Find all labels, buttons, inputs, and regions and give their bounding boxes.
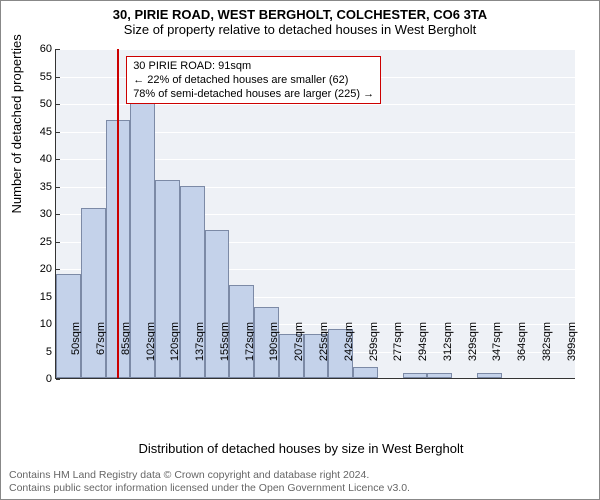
y-tick-label: 55	[26, 71, 56, 83]
annotation-line: 30 PIRIE ROAD: 91sqm	[133, 59, 374, 73]
x-tick-label: 399sqm	[566, 322, 578, 382]
y-tick-label: 25	[26, 236, 56, 248]
y-tick-label: 5	[26, 346, 56, 358]
annotation-line: ← 22% of detached houses are smaller (62…	[133, 73, 374, 87]
x-tick-label: 382sqm	[541, 322, 553, 382]
x-axis-label: Distribution of detached houses by size …	[1, 441, 600, 456]
histogram-chart: Number of detached properties 0510152025…	[1, 41, 600, 441]
annotation-box: 30 PIRIE ROAD: 91sqm← 22% of detached ho…	[126, 56, 381, 105]
page-title-desc: Size of property relative to detached ho…	[1, 22, 599, 39]
y-tick-label: 50	[26, 98, 56, 110]
attribution-text: Contains HM Land Registry data © Crown c…	[9, 469, 410, 495]
attribution-line1: Contains HM Land Registry data © Crown c…	[9, 469, 410, 482]
x-tick-label: 347sqm	[491, 322, 503, 382]
y-tick-label: 20	[26, 263, 56, 275]
attribution-line2: Contains public sector information licen…	[9, 482, 410, 495]
marker-line	[117, 49, 119, 378]
y-tick-label: 15	[26, 291, 56, 303]
page-title-address: 30, PIRIE ROAD, WEST BERGHOLT, COLCHESTE…	[1, 1, 599, 22]
x-tick-label: 364sqm	[516, 322, 528, 382]
gridline	[56, 49, 575, 50]
y-tick-label: 30	[26, 208, 56, 220]
y-tick-label: 10	[26, 318, 56, 330]
x-tick-label: 259sqm	[368, 322, 380, 382]
x-tick-label: 312sqm	[442, 322, 454, 382]
y-tick-label: 45	[26, 126, 56, 138]
y-tick-label: 0	[26, 373, 56, 385]
plot-area: 05101520253035404550556050sqm67sqm85sqm1…	[55, 49, 575, 379]
annotation-line: 78% of semi-detached houses are larger (…	[133, 87, 374, 101]
y-tick-label: 35	[26, 181, 56, 193]
y-axis-label: Number of detached properties	[9, 34, 24, 213]
y-tick-label: 60	[26, 43, 56, 55]
y-tick-label: 40	[26, 153, 56, 165]
